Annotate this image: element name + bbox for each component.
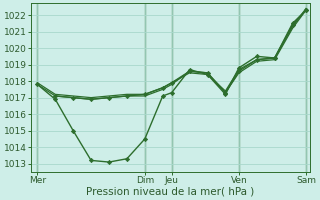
X-axis label: Pression niveau de la mer( hPa ): Pression niveau de la mer( hPa )	[86, 187, 255, 197]
